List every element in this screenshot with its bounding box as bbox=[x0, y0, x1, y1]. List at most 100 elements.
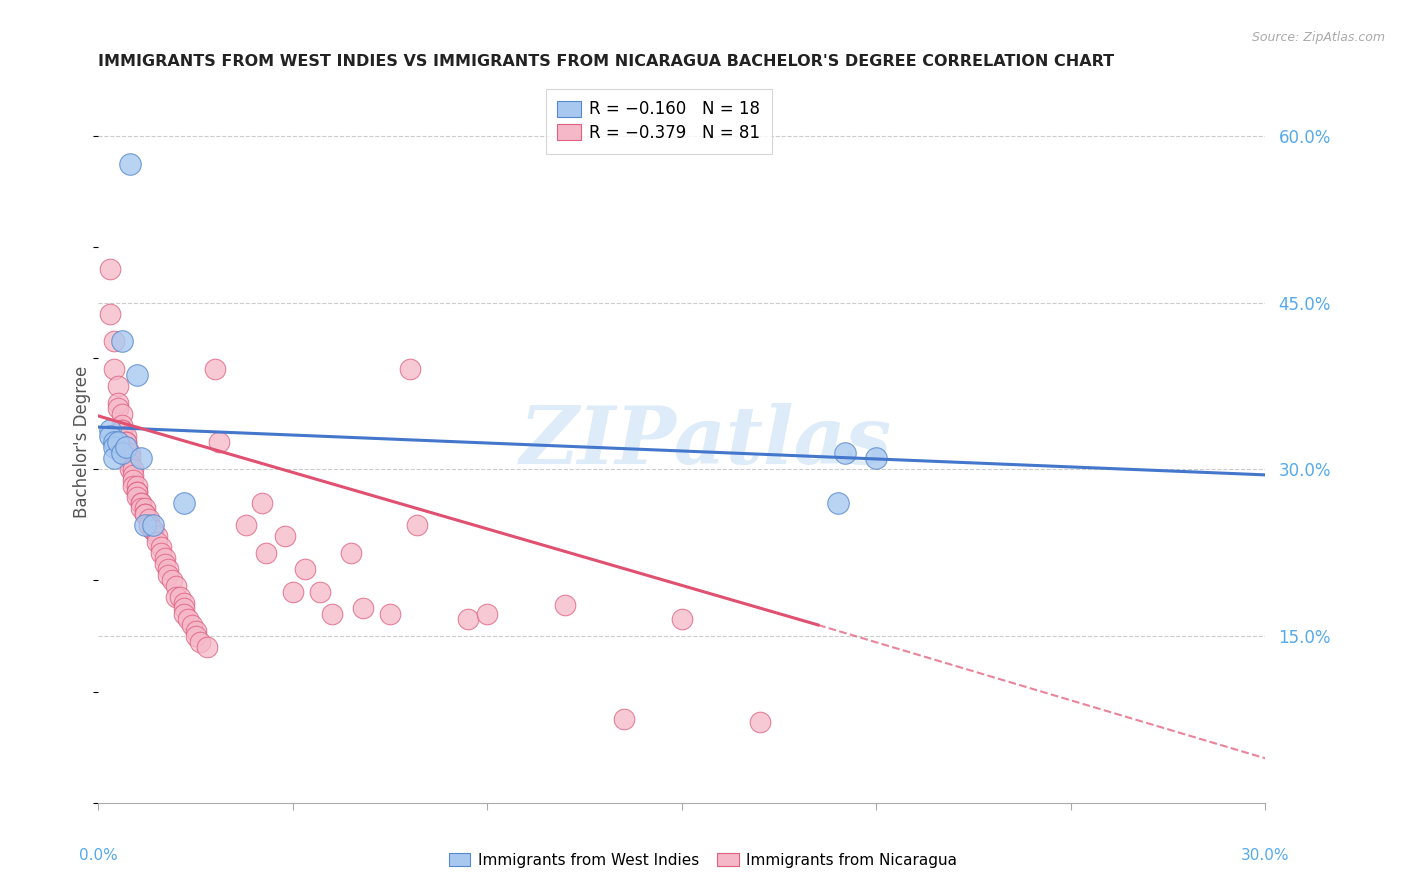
Point bbox=[138, 517, 160, 532]
Point bbox=[165, 579, 187, 593]
Point bbox=[107, 434, 129, 449]
Point bbox=[118, 445, 141, 459]
Point bbox=[118, 462, 141, 476]
Legend: Immigrants from West Indies, Immigrants from Nicaragua: Immigrants from West Indies, Immigrants … bbox=[441, 845, 965, 875]
Point bbox=[142, 524, 165, 538]
Point bbox=[122, 474, 145, 488]
Point bbox=[134, 507, 156, 521]
Point bbox=[103, 362, 125, 376]
Point bbox=[834, 445, 856, 459]
Point bbox=[138, 512, 160, 526]
Point bbox=[340, 546, 363, 560]
Legend: R = −0.160   N = 18, R = −0.379   N = 81: R = −0.160 N = 18, R = −0.379 N = 81 bbox=[546, 88, 772, 153]
Point bbox=[111, 407, 134, 421]
Point bbox=[281, 584, 304, 599]
Text: Source: ZipAtlas.com: Source: ZipAtlas.com bbox=[1251, 31, 1385, 45]
Point bbox=[173, 596, 195, 610]
Point bbox=[142, 517, 165, 532]
Point bbox=[138, 517, 160, 532]
Point bbox=[98, 429, 121, 443]
Point bbox=[134, 507, 156, 521]
Point bbox=[274, 529, 297, 543]
Point bbox=[554, 598, 576, 612]
Point bbox=[149, 540, 172, 554]
Point bbox=[671, 612, 693, 626]
Point bbox=[149, 546, 172, 560]
Point bbox=[114, 445, 136, 459]
Point bbox=[122, 479, 145, 493]
Point bbox=[114, 434, 136, 449]
Point bbox=[177, 612, 200, 626]
Text: IMMIGRANTS FROM WEST INDIES VS IMMIGRANTS FROM NICARAGUA BACHELOR'S DEGREE CORRE: IMMIGRANTS FROM WEST INDIES VS IMMIGRANT… bbox=[98, 54, 1115, 70]
Point bbox=[98, 307, 121, 321]
Point bbox=[129, 451, 152, 466]
Point bbox=[134, 517, 156, 532]
Point bbox=[107, 401, 129, 416]
Point bbox=[153, 551, 176, 566]
Point bbox=[127, 479, 149, 493]
Point bbox=[250, 496, 273, 510]
Point bbox=[865, 451, 887, 466]
Point bbox=[127, 484, 149, 499]
Point bbox=[114, 440, 136, 454]
Point bbox=[107, 395, 129, 409]
Point bbox=[114, 434, 136, 449]
Point bbox=[165, 590, 187, 604]
Point bbox=[98, 262, 121, 277]
Point bbox=[118, 457, 141, 471]
Point bbox=[188, 634, 211, 648]
Point bbox=[380, 607, 402, 621]
Point bbox=[146, 534, 169, 549]
Point bbox=[157, 562, 180, 576]
Point bbox=[173, 496, 195, 510]
Point bbox=[103, 334, 125, 349]
Point bbox=[184, 624, 207, 638]
Point bbox=[118, 451, 141, 466]
Point bbox=[321, 607, 343, 621]
Point bbox=[204, 362, 226, 376]
Point bbox=[127, 368, 149, 382]
Point bbox=[398, 362, 420, 376]
Point bbox=[114, 440, 136, 454]
Point bbox=[173, 601, 195, 615]
Point bbox=[146, 529, 169, 543]
Point bbox=[457, 612, 479, 626]
Point bbox=[184, 629, 207, 643]
Point bbox=[142, 524, 165, 538]
Point bbox=[111, 424, 134, 438]
Point bbox=[352, 601, 374, 615]
Point bbox=[127, 490, 149, 504]
Point bbox=[169, 590, 191, 604]
Point bbox=[162, 574, 184, 588]
Point bbox=[114, 429, 136, 443]
Point bbox=[129, 496, 152, 510]
Point bbox=[406, 517, 429, 532]
Point bbox=[827, 496, 849, 510]
Point bbox=[98, 424, 121, 438]
Y-axis label: Bachelor's Degree: Bachelor's Degree bbox=[73, 366, 91, 517]
Point bbox=[103, 434, 125, 449]
Text: ZIPatlas: ZIPatlas bbox=[519, 403, 891, 480]
Point bbox=[103, 440, 125, 454]
Point bbox=[111, 417, 134, 432]
Point bbox=[208, 434, 231, 449]
Point bbox=[107, 379, 129, 393]
Point bbox=[235, 517, 257, 532]
Point bbox=[294, 562, 316, 576]
Point bbox=[111, 445, 134, 459]
Point bbox=[122, 462, 145, 476]
Point bbox=[309, 584, 332, 599]
Point bbox=[111, 334, 134, 349]
Point bbox=[129, 496, 152, 510]
Point bbox=[157, 568, 180, 582]
Point bbox=[254, 546, 277, 560]
Point bbox=[477, 607, 499, 621]
Point bbox=[103, 451, 125, 466]
Text: 0.0%: 0.0% bbox=[79, 847, 118, 863]
Point bbox=[180, 618, 202, 632]
Point bbox=[118, 156, 141, 170]
Point bbox=[748, 714, 770, 729]
Text: 30.0%: 30.0% bbox=[1241, 847, 1289, 863]
Point bbox=[195, 640, 218, 655]
Point bbox=[122, 467, 145, 482]
